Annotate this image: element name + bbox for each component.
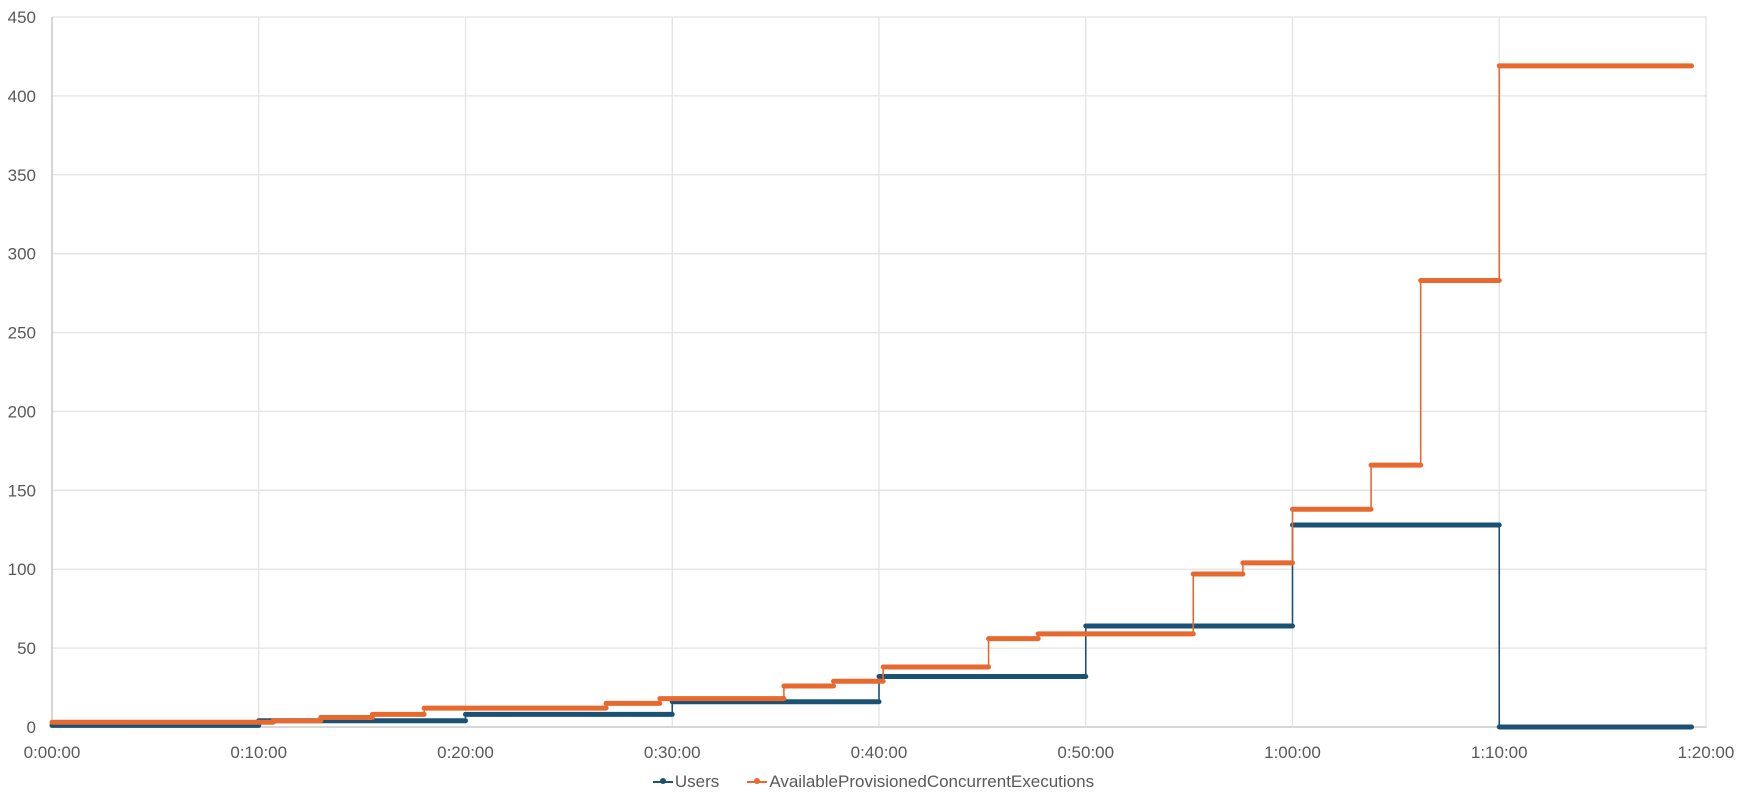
y-tick-label: 150 xyxy=(8,481,36,500)
legend: Users AvailableProvisionedConcurrentExec… xyxy=(0,772,1747,792)
y-tick-label: 350 xyxy=(8,166,36,185)
y-tick-label: 0 xyxy=(27,718,36,737)
y-tick-label: 250 xyxy=(8,324,36,343)
y-tick-label: 300 xyxy=(8,245,36,264)
x-axis-ticks: 0:00:00 0:10:00 0:20:00 0:30:00 0:40:00 0:50:… xyxy=(24,743,1735,762)
x-tick-label: 0:20:00 xyxy=(437,743,494,762)
legend-label: AvailableProvisionedConcurrentExecutions xyxy=(769,772,1095,791)
x-tick-label: 1:10:00 xyxy=(1471,743,1528,762)
y-tick-label: 400 xyxy=(8,87,36,106)
series-users xyxy=(49,522,1695,730)
x-tick-label: 0:30:00 xyxy=(644,743,701,762)
legend-item-users: Users xyxy=(652,772,720,792)
x-tick-label: 0:40:00 xyxy=(851,743,908,762)
legend-marker-icon xyxy=(747,778,768,784)
y-tick-label: 50 xyxy=(17,639,36,658)
y-axis-ticks: 0 50 100 150 200 250 300 350 400 450 xyxy=(8,8,36,737)
legend-label: Users xyxy=(674,772,720,791)
x-tick-label: 0:00:00 xyxy=(24,743,81,762)
x-tick-label: 0:10:00 xyxy=(230,743,287,762)
data-series xyxy=(49,63,1695,730)
series-available-provisioned xyxy=(49,63,1695,725)
gridlines xyxy=(51,16,1707,728)
y-tick-label: 100 xyxy=(8,560,36,579)
y-tick-label: 450 xyxy=(8,8,36,27)
x-tick-label: 1:00:00 xyxy=(1264,743,1321,762)
legend-item-available-provisioned: AvailableProvisionedConcurrentExecutions xyxy=(747,772,1094,792)
y-tick-label: 200 xyxy=(8,402,36,421)
x-tick-label: 0:50:00 xyxy=(1057,743,1114,762)
x-tick-label: 1:20:00 xyxy=(1678,743,1735,762)
legend-marker-icon xyxy=(652,778,673,784)
